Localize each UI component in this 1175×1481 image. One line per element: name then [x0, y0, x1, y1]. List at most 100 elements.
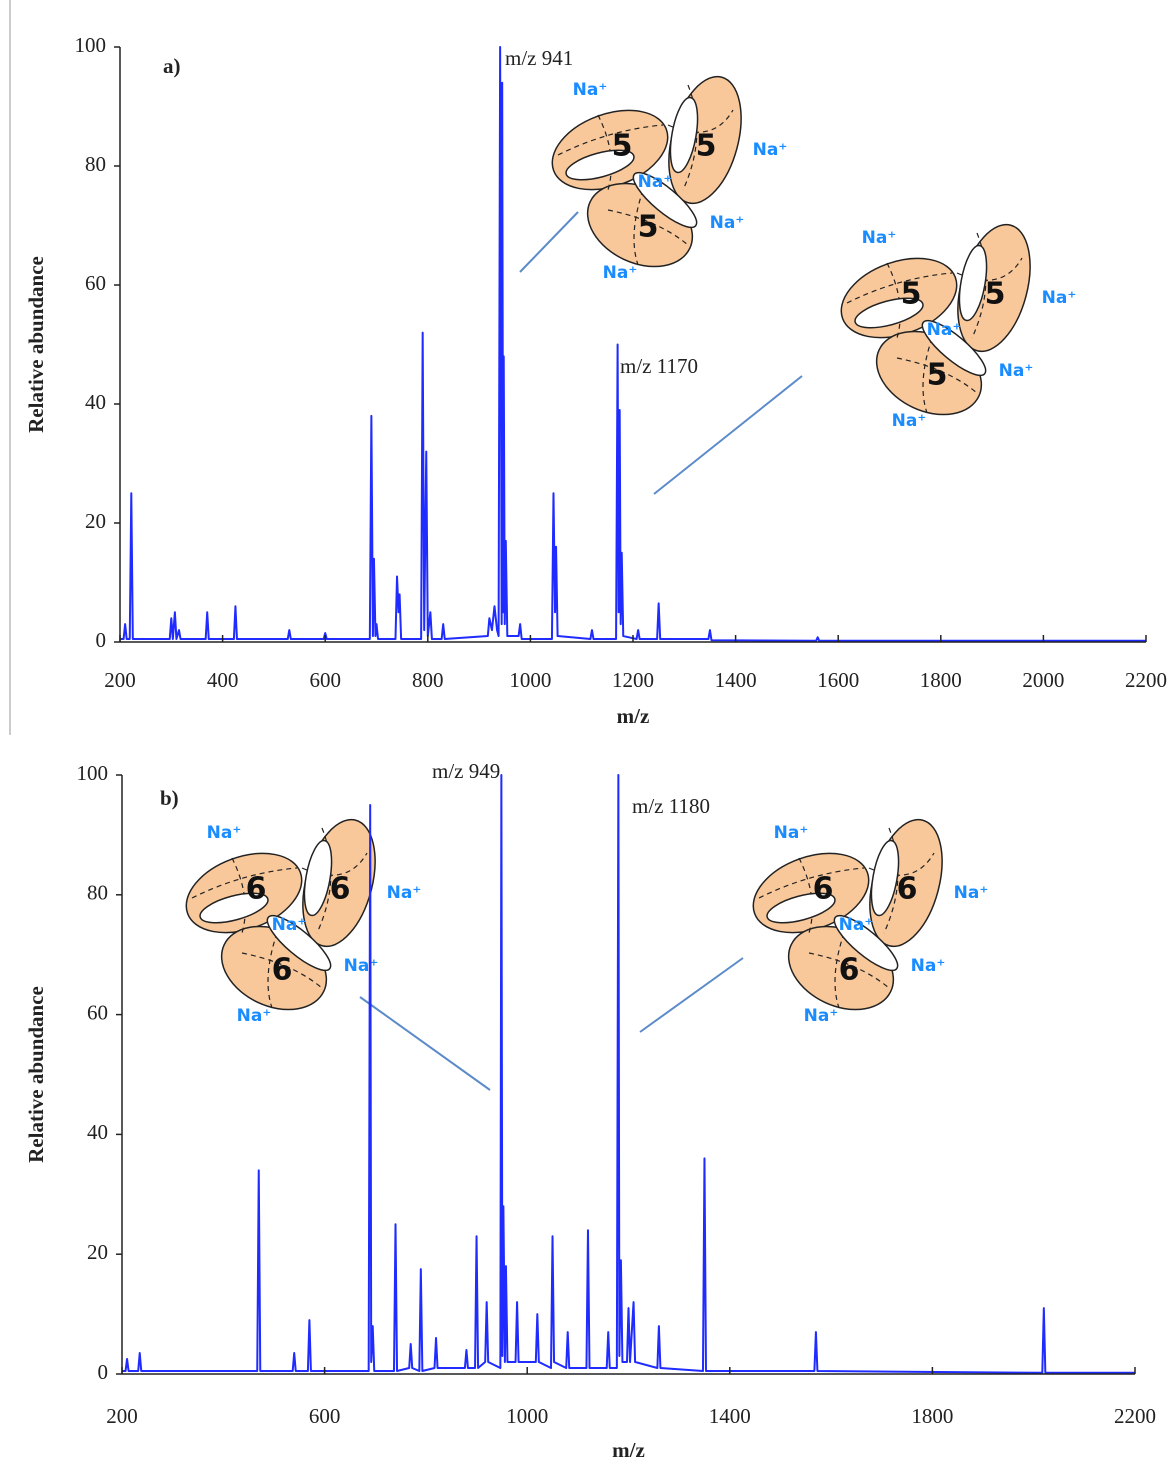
y-tick-label: 100 — [75, 33, 107, 57]
y-tick-label: 20 — [87, 1240, 108, 1264]
ring-number: 6 — [813, 872, 834, 907]
ring-number: 6 — [897, 872, 918, 907]
leader-line — [653, 375, 803, 495]
cavity — [854, 297, 924, 329]
ring-seam — [883, 827, 899, 934]
y-tick-label: 40 — [87, 1120, 108, 1144]
x-tick-label: 1000 — [509, 668, 551, 692]
ring-number: 6 — [246, 872, 267, 907]
cavity — [565, 149, 635, 181]
sodium-ion: Na⁺ — [753, 140, 788, 160]
sodium-ion: Na⁺ — [839, 915, 874, 935]
x-tick-label: 800 — [412, 668, 444, 692]
ring-number: 6 — [839, 953, 860, 988]
leader-line — [359, 996, 491, 1091]
x-axis-title: m/z — [617, 704, 650, 728]
sodium-ion: Na⁺ — [603, 263, 638, 283]
y-tick-label: 80 — [85, 152, 106, 176]
x-tick-label: 200 — [104, 668, 136, 692]
x-tick-label: 1800 — [920, 668, 962, 692]
sodium-ion: Na⁺ — [387, 883, 422, 903]
sodium-ion: Na⁺ — [207, 823, 242, 843]
peak-annotation: m/z 1180 — [632, 794, 710, 818]
ring-number: 5 — [985, 277, 1006, 312]
y-tick-label: 40 — [85, 390, 106, 414]
x-tick-label: 2200 — [1114, 1404, 1156, 1428]
x-tick-label: 1400 — [709, 1404, 751, 1428]
leader-line — [519, 211, 579, 273]
cavity — [921, 319, 987, 377]
x-tick-label: 1800 — [911, 1404, 953, 1428]
y-tick-label: 100 — [77, 761, 109, 785]
y-tick-label: 0 — [98, 1360, 109, 1384]
ring-seam — [557, 124, 664, 156]
y-tick-label: 60 — [85, 271, 106, 295]
sodium-ion: Na⁺ — [1042, 288, 1077, 308]
cavity — [632, 171, 698, 229]
ring-seam — [971, 232, 987, 339]
y-axis-title: Relative abundance — [24, 986, 48, 1163]
ring-seam — [808, 952, 890, 989]
ring-seam — [896, 357, 978, 394]
peak-annotation: m/z 1170 — [620, 354, 698, 378]
cavity — [303, 839, 333, 917]
ring-seam — [241, 952, 323, 989]
ring-number: 5 — [901, 277, 922, 312]
sodium-ion: Na⁺ — [710, 213, 745, 233]
cavity — [669, 96, 699, 174]
ring-seam — [846, 272, 953, 304]
ring-number: 5 — [612, 129, 633, 164]
y-tick-label: 60 — [87, 1000, 108, 1024]
ring-number: 6 — [272, 953, 293, 988]
ring-seam — [191, 867, 298, 899]
sodium-ion: Na⁺ — [804, 1006, 839, 1026]
sodium-ion: Na⁺ — [862, 228, 897, 248]
y-tick-label: 20 — [85, 509, 106, 533]
x-tick-label: 1200 — [612, 668, 654, 692]
ring-number: 6 — [330, 872, 351, 907]
cavity — [266, 914, 332, 972]
sodium-ion: Na⁺ — [999, 361, 1034, 381]
cavity — [766, 892, 836, 924]
sodium-ion: Na⁺ — [344, 956, 379, 976]
panel-label: a) — [163, 54, 181, 78]
x-tick-label: 1000 — [506, 1404, 548, 1428]
ring-seam — [758, 867, 865, 899]
leader-line — [639, 957, 744, 1033]
peak-annotation: m/z 949 — [432, 759, 500, 783]
x-tick-label: 2200 — [1125, 668, 1167, 692]
sodium-ion: Na⁺ — [638, 172, 673, 192]
ring-seam — [682, 84, 698, 191]
ring-seam — [607, 209, 689, 246]
cavity — [870, 839, 900, 917]
spectrum-line — [122, 774, 1135, 1374]
sodium-ion: Na⁺ — [272, 915, 307, 935]
sodium-ion: Na⁺ — [954, 883, 989, 903]
sodium-ion: Na⁺ — [573, 80, 608, 100]
ring-number: 5 — [927, 358, 948, 393]
x-tick-label: 600 — [309, 668, 341, 692]
panel-label: b) — [160, 786, 179, 810]
y-tick-label: 0 — [96, 628, 107, 652]
sodium-ion: Na⁺ — [892, 411, 927, 431]
cavity — [958, 244, 988, 322]
x-tick-label: 1400 — [715, 668, 757, 692]
y-tick-label: 80 — [87, 881, 108, 905]
y-axis-title: Relative abundance — [24, 256, 48, 433]
x-axis-title: m/z — [612, 1438, 645, 1462]
x-tick-label: 2000 — [1022, 668, 1064, 692]
ring-number: 5 — [638, 210, 659, 245]
sodium-ion: Na⁺ — [237, 1006, 272, 1026]
sodium-ion: Na⁺ — [927, 320, 962, 340]
cavity — [833, 914, 899, 972]
x-tick-label: 400 — [207, 668, 239, 692]
ring-seam — [316, 827, 332, 934]
sodium-ion: Na⁺ — [911, 956, 946, 976]
cavity — [199, 892, 269, 924]
ring-number: 5 — [696, 129, 717, 164]
peak-annotation: m/z 941 — [505, 46, 573, 70]
